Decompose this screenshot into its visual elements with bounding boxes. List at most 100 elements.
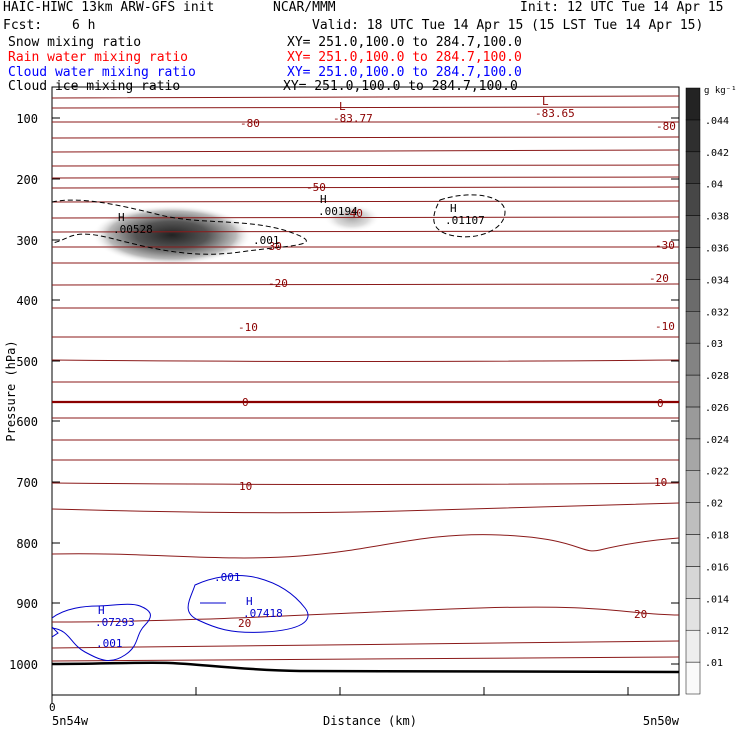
high-mark: H [98,604,105,617]
colorbar-level-label: .03 [705,339,723,350]
temp-label: -80 [240,117,260,130]
plot-frame [51,86,680,696]
temp-label: 0 [242,396,249,409]
cloud-water-label: .001 [214,571,241,584]
colorbar-level-label: .038 [705,212,729,223]
temp-label: -80 [656,120,676,133]
forecast-label: Fcst: [3,18,43,33]
cloud-water-contour-1 [52,603,151,662]
colorbar-cell [685,438,701,471]
colorbar-cell [685,566,701,599]
colorbar-cell [685,598,701,631]
temp-label: 0 [657,397,664,410]
temp-label: -20 [268,277,288,290]
temp-label: -10 [655,320,675,333]
cloud-water-contour-2 [187,575,309,633]
temp-label: 20 [238,617,251,630]
temp-label: -10 [238,321,258,334]
colorbar-cell [685,502,701,535]
y-tick-label: 200 [16,173,38,187]
high-value: .00194 [318,205,358,218]
colorbar-level-label: .01 [705,658,723,669]
init-time: Init: 12 UTC Tue 14 Apr 15 [520,0,724,15]
temp-label: 10 [239,480,252,493]
temp-label: -30 [262,240,282,253]
temp-label: -40 [343,207,363,220]
x-zero-label: 0 [49,701,56,714]
x-axis-label: Distance (km) [323,714,417,728]
colorbar [685,87,701,695]
terrain-line [52,661,679,674]
low-mark: L [339,100,346,113]
field-rain-name: Rain water mixing ratio [8,50,189,65]
low-value: -83.77 [333,112,373,125]
colorbar-level-label: .028 [705,371,729,382]
field-cloudwater-xy: XY= 251.0,100.0 to 284.7,100.0 [287,65,522,80]
cloud-water-edge-mark [52,626,59,638]
colorbar-level-label: .036 [705,243,729,254]
colorbar-unit: g kg⁻¹ [704,86,737,96]
x-axis-ticks [51,687,629,703]
temp-label: 20 [634,608,647,621]
high-mark: H [450,202,457,215]
cloud-water-label: .001 [96,637,123,650]
snow-shading-core [92,205,252,265]
colorbar-level-label: .032 [705,307,729,318]
colorbar-level-label: .018 [705,531,729,542]
high-value: .00528 [113,223,153,236]
y-tick-label: 500 [16,355,38,369]
colorbar-cell [685,629,701,663]
colorbar-cell [685,661,701,695]
high-value: .07293 [95,616,135,629]
y-tick-label: 700 [16,476,38,490]
colorbar-cell [685,406,701,440]
colorbar-cell [685,87,701,121]
colorbar-cell [685,534,701,567]
low-mark: L [542,95,549,108]
colorbar-cell [685,470,701,503]
colorbar-level-label: .024 [705,435,729,446]
high-value: .07418 [243,607,283,620]
model-title: HAIC-HIWC 13km ARW-GFS init [3,0,215,15]
valid-time: Valid: 18 UTC Tue 14 Apr 15 (15 LST Tue … [312,18,704,33]
y-axis-ticks [52,117,679,665]
field-rain-xy: XY= 251.0,100.0 to 284.7,100.0 [287,50,522,65]
temp-label: -50 [306,181,326,194]
y-axis-label: Pressure (hPa) [4,340,18,441]
y-tick-label: 900 [16,597,38,611]
field-snow-name: Snow mixing ratio [8,35,142,50]
colorbar-cell [685,342,701,376]
temp-label: -20 [649,272,669,285]
high-mark: H [320,193,327,206]
colorbar-level-label: .042 [705,148,729,159]
high-value: .01107 [445,214,485,227]
colorbar-level-label: .044 [705,116,729,127]
temperature-contours [52,95,679,662]
cloud-ice-label: .001 [253,234,280,247]
y-tick-label: 400 [16,294,38,308]
colorbar-cell [685,311,701,344]
colorbar-cell [685,119,701,153]
y-tick-label: 100 [16,112,38,126]
temp-label: -30 [655,239,675,252]
colorbar-level-label: .016 [705,562,729,573]
colorbar-level-label: .012 [705,626,729,637]
x-end-label: 5n50w [643,714,680,728]
colorbar-level-label: .02 [705,499,723,510]
cloud-ice-contour-1 [52,199,307,255]
colorbar-cell [685,215,701,248]
colorbar-level-label: .014 [705,594,729,605]
colorbar-cell [685,183,701,216]
colorbar-cell [685,247,701,280]
y-tick-label: 1000 [9,658,38,672]
colorbar-level-label: .04 [705,180,723,191]
org-label: NCAR/MMM [273,0,336,15]
y-tick-label: 600 [16,415,38,429]
low-value: -83.65 [535,107,575,120]
x-start-label: 5n54w [52,714,89,728]
colorbar-cell [685,279,701,312]
field-snow-xy: XY= 251.0,100.0 to 284.7,100.0 [287,35,522,50]
colorbar-cell [685,374,701,408]
colorbar-level-label: .034 [705,275,729,286]
